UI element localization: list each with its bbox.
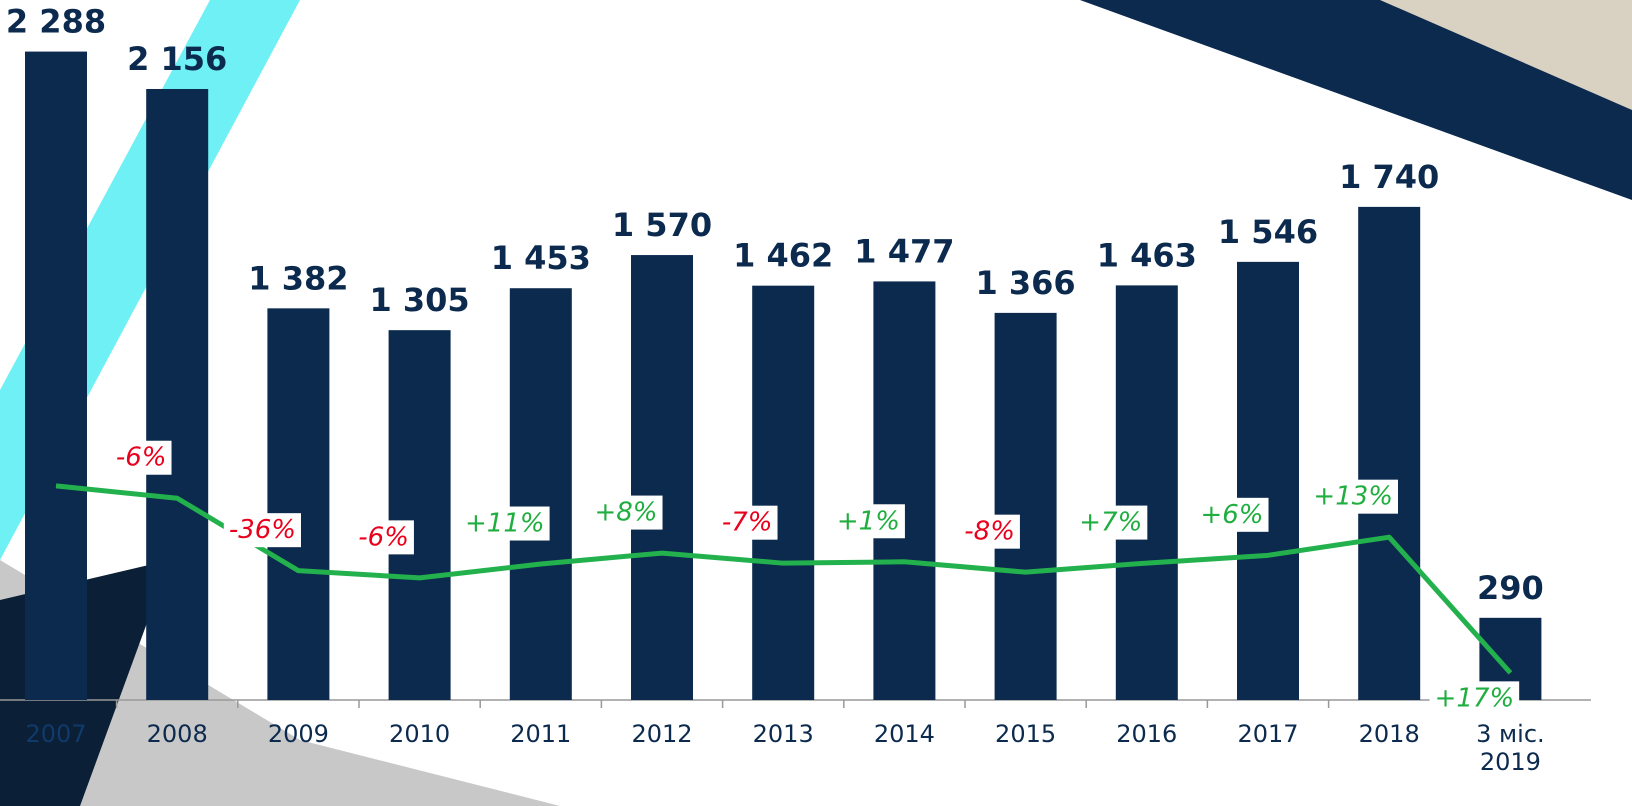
change-label: -6% bbox=[358, 522, 409, 552]
change-annotation: +17% bbox=[1430, 681, 1520, 715]
x-tick-label: 2014 bbox=[859, 720, 949, 748]
change-annotation: -6% bbox=[353, 520, 414, 554]
value-label: 1 462 bbox=[733, 237, 833, 275]
change-label: +8% bbox=[594, 498, 657, 528]
x-tick-label: 2013 bbox=[738, 720, 828, 748]
change-annotation: -6% bbox=[111, 441, 172, 475]
value-label: 1 740 bbox=[1339, 158, 1439, 196]
page: 2 288 2 156 1 382 1 305 1 453 1 570 1 462 1 477… bbox=[0, 0, 1632, 806]
bar bbox=[25, 52, 87, 700]
change-annotation: -7% bbox=[717, 506, 778, 540]
value-label: 1 477 bbox=[854, 232, 954, 270]
value-label: 1 546 bbox=[1218, 213, 1318, 251]
change-annotation: +8% bbox=[589, 496, 662, 530]
change-annotation: +11% bbox=[460, 507, 550, 541]
x-tick-label: 2010 bbox=[375, 720, 465, 748]
value-label: 2 288 bbox=[6, 3, 106, 41]
change-label: +7% bbox=[1079, 508, 1142, 538]
change-label: +17% bbox=[1435, 683, 1515, 713]
value-label: 1 305 bbox=[369, 281, 469, 319]
x-tick-label: 2008 bbox=[132, 720, 222, 748]
value-label: 1 366 bbox=[975, 264, 1075, 302]
change-annotation: -36% bbox=[224, 513, 301, 547]
bar bbox=[267, 308, 329, 700]
change-label: -7% bbox=[722, 508, 773, 538]
change-annotation: -8% bbox=[959, 515, 1020, 549]
change-label: -6% bbox=[116, 443, 167, 473]
change-label: -36% bbox=[229, 515, 296, 545]
change-label: +6% bbox=[1200, 500, 1263, 530]
x-tick-label: 2009 bbox=[253, 720, 343, 748]
change-label: +11% bbox=[465, 509, 545, 539]
x-tick-label: 2018 bbox=[1344, 720, 1434, 748]
change-annotation: +6% bbox=[1195, 498, 1268, 532]
change-label: -8% bbox=[964, 517, 1015, 547]
x-tick-label: 2015 bbox=[981, 720, 1071, 748]
x-tick-label: 2016 bbox=[1102, 720, 1192, 748]
bar bbox=[1237, 262, 1299, 700]
x-tick-label: 2007 bbox=[11, 720, 101, 748]
bar bbox=[389, 330, 451, 700]
bar bbox=[510, 288, 572, 700]
bar bbox=[146, 89, 208, 700]
x-tick-label: 2011 bbox=[496, 720, 586, 748]
chart: 2 288 2 156 1 382 1 305 1 453 1 570 1 462 1 477… bbox=[0, 0, 1632, 806]
x-tick-label: 2017 bbox=[1223, 720, 1313, 748]
change-annotation: +7% bbox=[1074, 506, 1147, 540]
value-label: 1 382 bbox=[248, 259, 348, 297]
change-annotation: +13% bbox=[1308, 480, 1398, 514]
x-tick-label: 3 міс. 2019 bbox=[1465, 720, 1555, 776]
change-label: +1% bbox=[837, 506, 900, 536]
change-label: +13% bbox=[1313, 482, 1393, 512]
bar bbox=[873, 281, 935, 700]
value-label: 1 453 bbox=[491, 239, 591, 277]
value-label: 2 156 bbox=[127, 40, 227, 78]
change-annotation: +1% bbox=[832, 504, 905, 538]
bar bbox=[1358, 207, 1420, 700]
bar bbox=[1116, 285, 1178, 700]
x-tick-label: 2012 bbox=[617, 720, 707, 748]
bar bbox=[631, 255, 693, 700]
bar bbox=[752, 286, 814, 700]
value-label: 290 bbox=[1477, 569, 1544, 607]
value-label: 1 570 bbox=[612, 206, 712, 244]
value-label: 1 463 bbox=[1097, 236, 1197, 274]
bar bbox=[995, 313, 1057, 700]
